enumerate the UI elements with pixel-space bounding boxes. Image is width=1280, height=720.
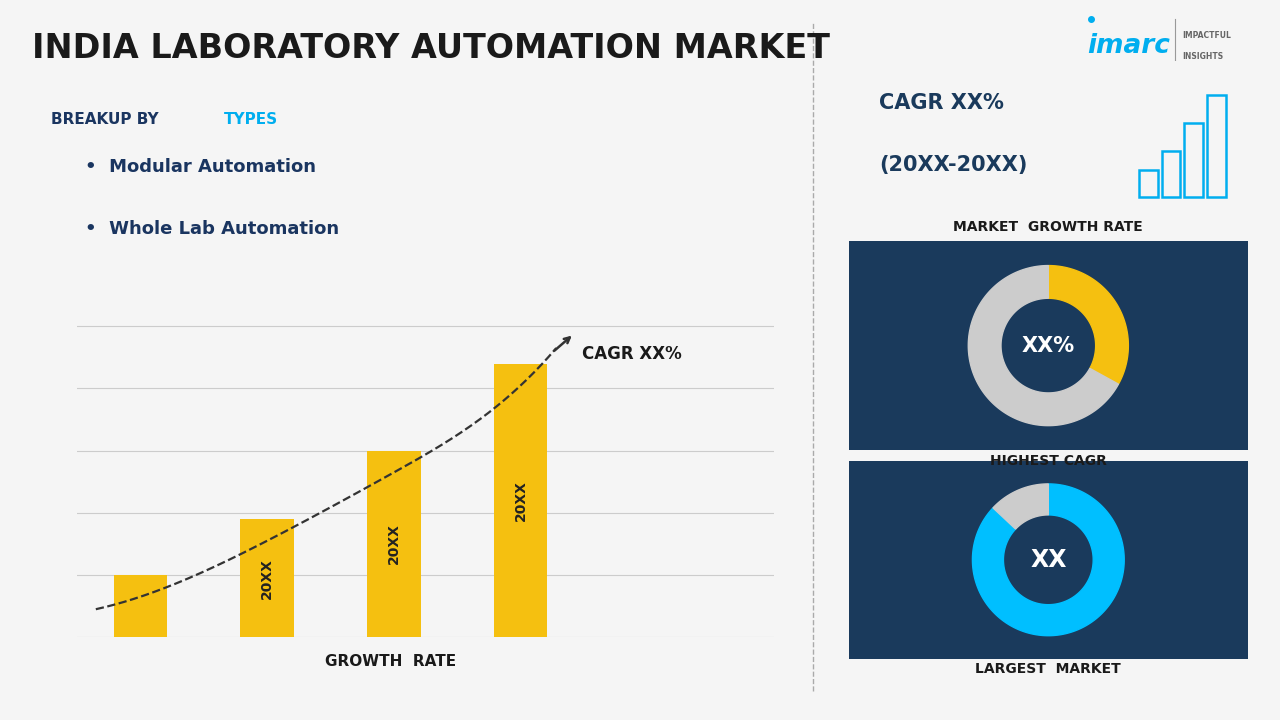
Text: TYPES: TYPES bbox=[224, 112, 278, 127]
Text: 20XX: 20XX bbox=[260, 558, 274, 598]
Text: XX%: XX% bbox=[1021, 336, 1075, 356]
Text: 20XX: 20XX bbox=[387, 523, 401, 564]
FancyBboxPatch shape bbox=[27, 123, 794, 276]
Text: HIGHEST CAGR: HIGHEST CAGR bbox=[989, 454, 1107, 467]
Text: INSIGHTS: INSIGHTS bbox=[1181, 52, 1224, 60]
Text: •  Whole Lab Automation: • Whole Lab Automation bbox=[84, 220, 339, 238]
Polygon shape bbox=[993, 484, 1048, 529]
Text: LARGEST  MARKET: LARGEST MARKET bbox=[975, 662, 1121, 676]
Text: CAGR XX%: CAGR XX% bbox=[879, 93, 1005, 113]
FancyBboxPatch shape bbox=[828, 233, 1268, 459]
Text: IMPACTFUL: IMPACTFUL bbox=[1181, 30, 1231, 40]
FancyBboxPatch shape bbox=[826, 57, 1271, 217]
Bar bbox=[241, 519, 293, 637]
Bar bbox=[114, 575, 166, 637]
Text: MARKET  GROWTH RATE: MARKET GROWTH RATE bbox=[954, 220, 1143, 233]
Text: BREAKUP BY: BREAKUP BY bbox=[51, 112, 164, 127]
Polygon shape bbox=[1048, 266, 1129, 384]
Text: CAGR XX%: CAGR XX% bbox=[581, 346, 681, 364]
Polygon shape bbox=[968, 266, 1119, 426]
Bar bbox=[494, 364, 548, 637]
Text: INDIA LABORATORY AUTOMATION MARKET: INDIA LABORATORY AUTOMATION MARKET bbox=[32, 32, 829, 66]
FancyBboxPatch shape bbox=[828, 453, 1268, 667]
Text: XX: XX bbox=[1030, 548, 1066, 572]
Text: GROWTH  RATE: GROWTH RATE bbox=[325, 654, 456, 669]
Text: (20XX-20XX): (20XX-20XX) bbox=[879, 155, 1028, 175]
Text: •  Modular Automation: • Modular Automation bbox=[84, 158, 316, 176]
Text: 20XX: 20XX bbox=[513, 480, 527, 521]
Bar bbox=[367, 451, 421, 637]
Text: imarc: imarc bbox=[1087, 33, 1170, 60]
Polygon shape bbox=[973, 484, 1124, 636]
